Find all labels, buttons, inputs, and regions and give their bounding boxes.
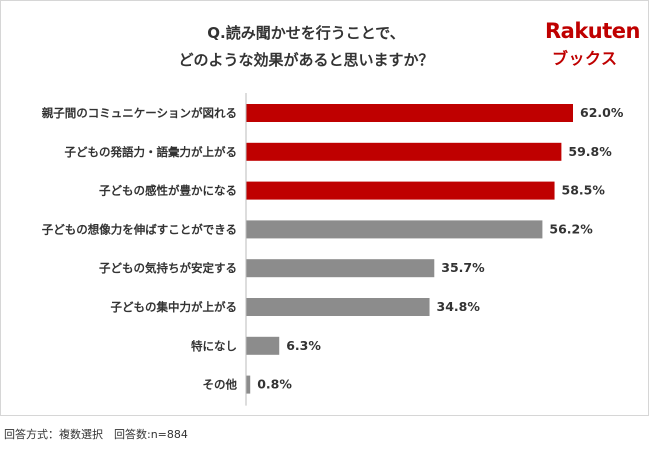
category-label: 子どもの気持ちが安定する (99, 261, 237, 275)
chart-card: Q.読み聞かせを行うことで、 どのような効果があると思いますか？ Rakuten… (0, 0, 649, 416)
bar (246, 220, 543, 239)
bar (246, 375, 251, 394)
value-label: 6.3% (286, 338, 321, 353)
category-label: 子どもの想像力を伸ばすことができる (42, 222, 237, 236)
bar (246, 104, 573, 122)
value-label: 59.8% (568, 144, 612, 159)
category-label: 親子間のコミュニケーションが図れる (42, 106, 237, 120)
bar (246, 336, 280, 355)
category-label: 子どもの感性が豊かになる (99, 184, 237, 198)
chart-title-line-1: Q.読み聞かせを行うことで、 (207, 24, 405, 42)
books-logo: ブックス (552, 49, 618, 68)
value-label: 34.8% (437, 299, 481, 314)
bar (246, 142, 562, 161)
value-label: 35.7% (441, 260, 485, 275)
category-label: 子どもの発語力・語彙力が上がる (65, 145, 238, 159)
rakuten-logo: Rakuten (545, 19, 641, 43)
chart-title-line-2: どのような効果があると思いますか？ (178, 51, 434, 69)
value-label: 56.2% (549, 221, 593, 236)
value-label: 62.0% (580, 105, 624, 120)
footnote: 回答方式：複数選択 回答数:n=884 (4, 428, 188, 441)
category-label: 子どもの集中力が上がる (111, 300, 238, 314)
value-label: 0.8% (257, 377, 292, 392)
bar-chart: 親子間のコミュニケーションが図れる 62.0% 子どもの発語力・語彙力が上がる 59.… (42, 93, 624, 406)
bar (246, 259, 435, 278)
category-label: その他 (203, 378, 238, 392)
bar (246, 298, 430, 316)
category-label: 特になし (191, 339, 237, 353)
bar (246, 181, 555, 200)
value-label: 58.5% (562, 183, 606, 198)
